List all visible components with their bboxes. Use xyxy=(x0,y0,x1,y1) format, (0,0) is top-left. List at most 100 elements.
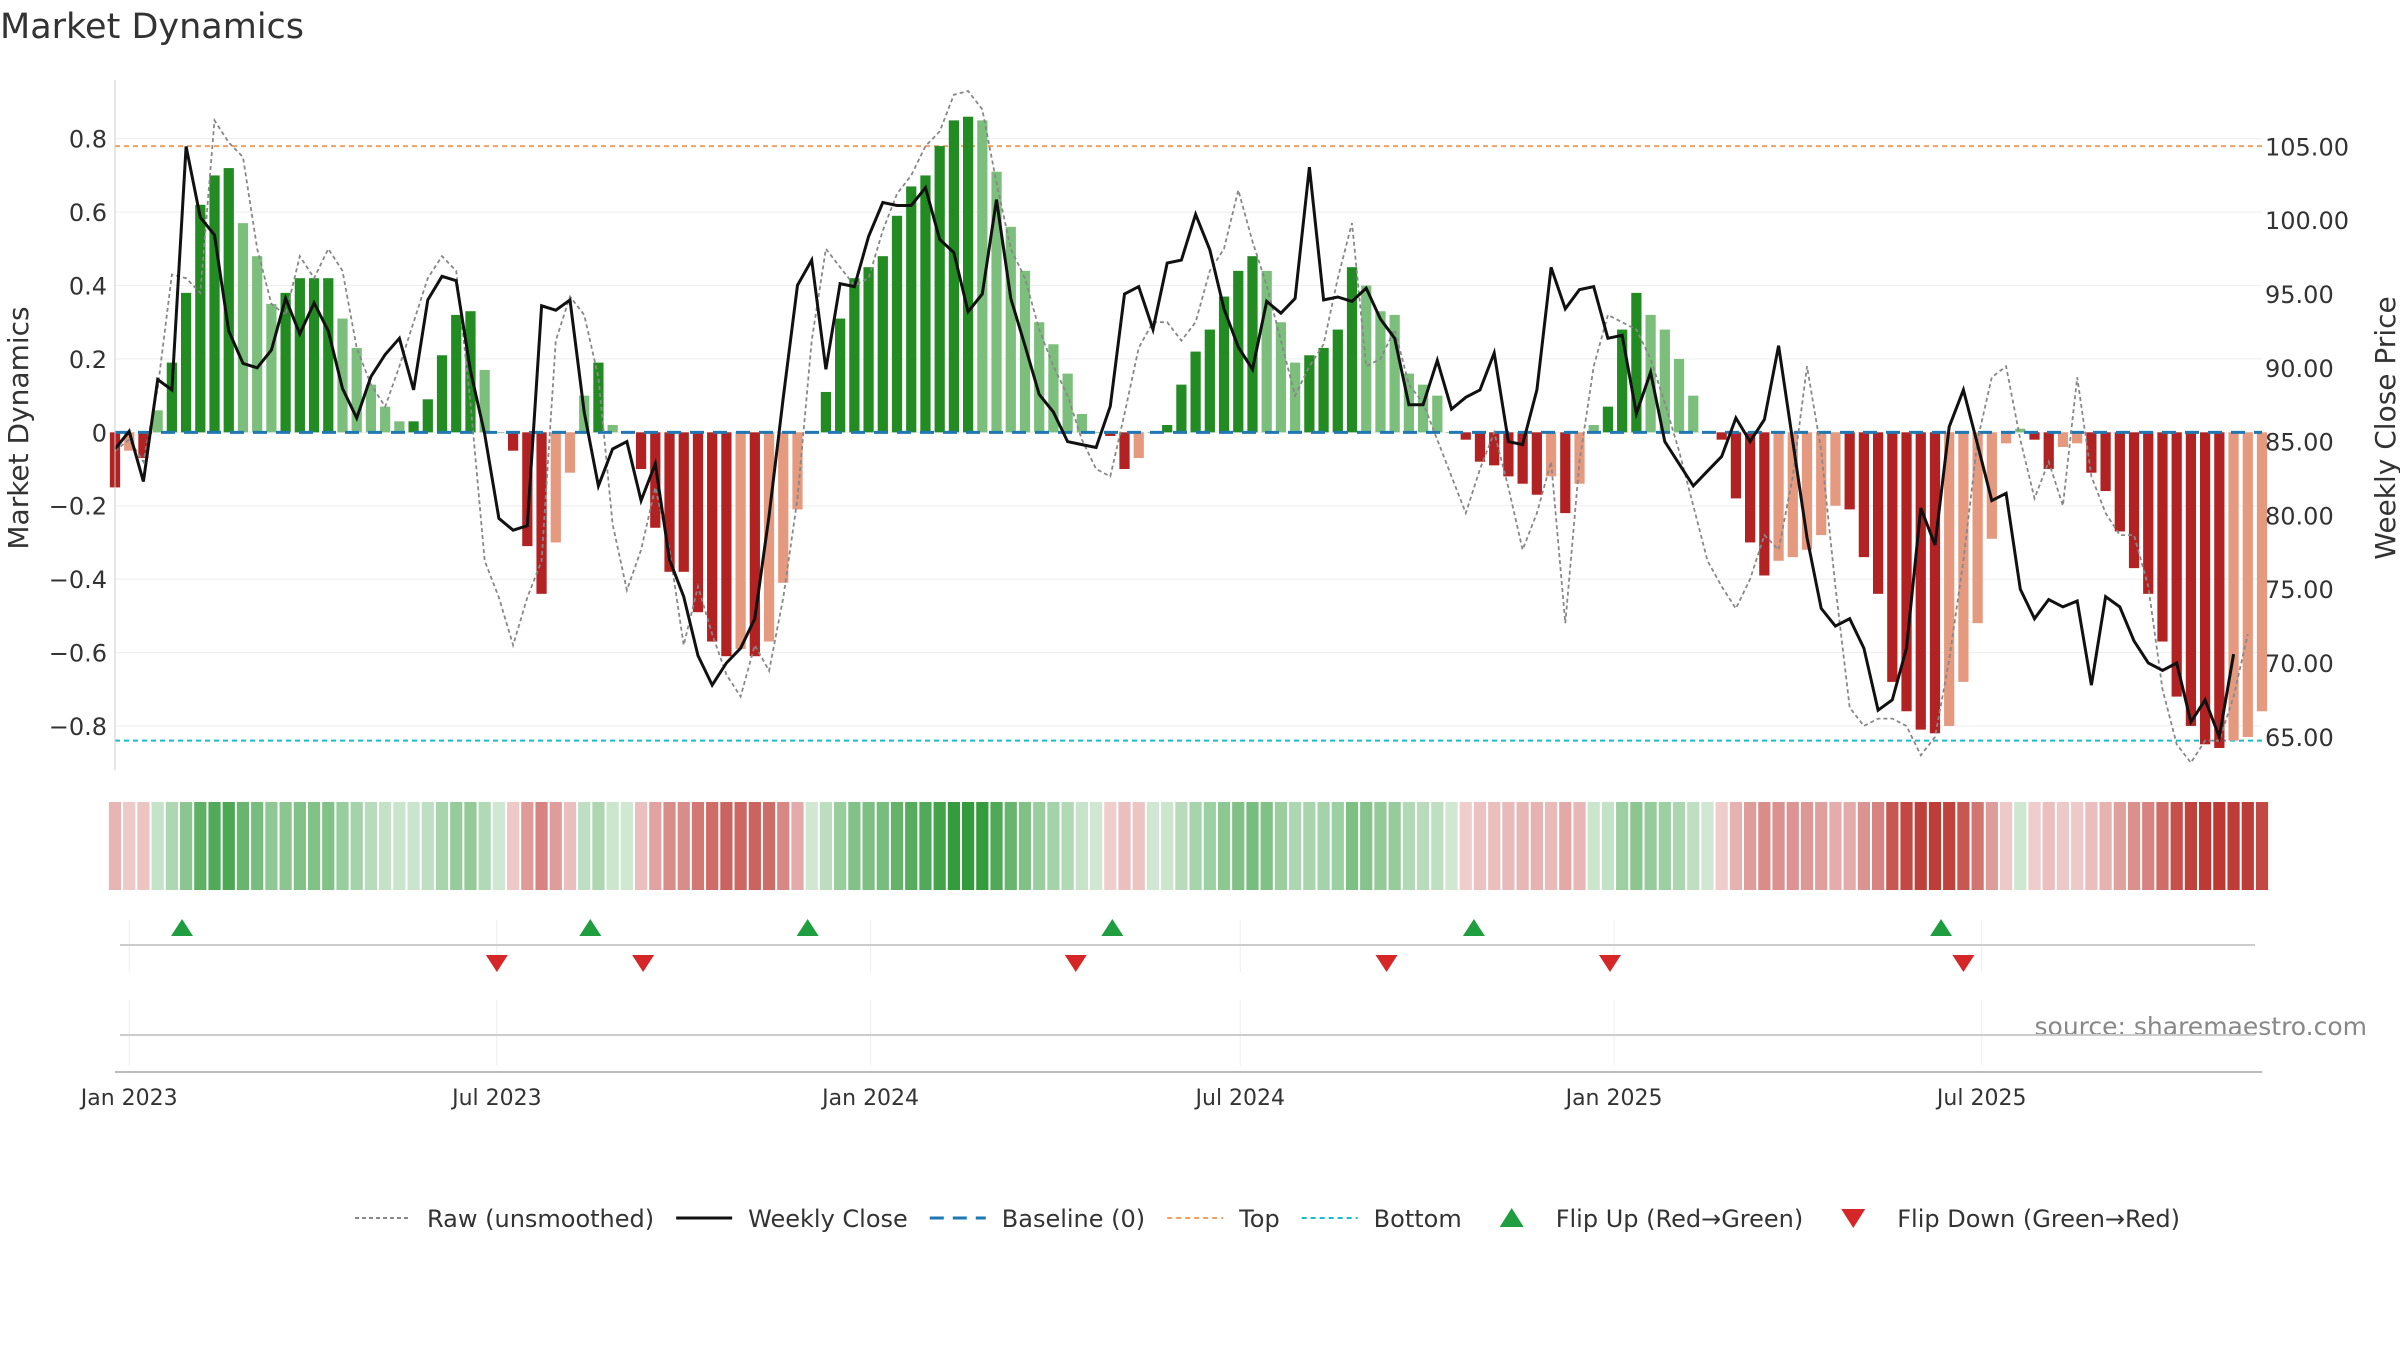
dynamics-bar xyxy=(1830,432,1841,506)
bars-layer xyxy=(109,116,2268,748)
regime-cell xyxy=(1402,802,1415,890)
regime-cell xyxy=(279,802,292,890)
regime-cell xyxy=(2213,802,2226,890)
dynamics-bar xyxy=(2256,432,2268,712)
regime-cell xyxy=(1928,802,1942,890)
dynamics-bar xyxy=(2086,432,2097,473)
dynamics-bar xyxy=(820,391,832,433)
dynamics-bar xyxy=(1688,395,1699,433)
weekly-close-line xyxy=(113,146,2236,743)
dynamics-bar xyxy=(223,168,234,433)
dynamics-bar xyxy=(1730,432,1742,499)
dynamics-bar xyxy=(920,175,931,433)
dynamics-bar xyxy=(1716,432,1727,440)
regime-cell xyxy=(507,802,520,890)
regime-cell xyxy=(1260,802,1273,890)
dynamics-bar xyxy=(1673,358,1685,433)
dynamics-bar xyxy=(2128,432,2140,569)
flip-up-marker xyxy=(1462,919,1485,936)
legend: Raw (unsmoothed) Weekly Close Baseline (0)… xyxy=(355,1205,2180,1233)
dynamics-bar xyxy=(593,362,604,433)
regime-cell xyxy=(1985,802,1998,890)
dynamics-bar xyxy=(1972,432,1983,624)
regime-cell xyxy=(535,802,548,890)
dynamics-bar xyxy=(1531,432,1542,495)
dynamics-bar xyxy=(1432,395,1443,433)
regime-cell xyxy=(464,802,477,890)
dynamics-bar xyxy=(778,432,789,583)
regime-cell xyxy=(834,802,847,890)
dynamics-bar xyxy=(1816,432,1827,536)
dynamics-bar xyxy=(365,384,377,433)
regime-cell xyxy=(606,802,619,890)
regime-cell xyxy=(1658,802,1671,890)
regime-cell xyxy=(450,802,463,890)
y-tick-label-right: 65.00 xyxy=(2265,724,2334,752)
regime-cell xyxy=(2056,802,2070,890)
regime-cell xyxy=(706,802,719,890)
dynamics-bar xyxy=(180,292,192,433)
regime-cell xyxy=(2199,802,2212,890)
dynamics-bar xyxy=(707,432,718,642)
dynamics-bar xyxy=(550,432,561,543)
regime-cell xyxy=(549,802,562,890)
dynamics-bar xyxy=(1617,329,1628,433)
regime-cell xyxy=(521,802,534,890)
legend-label: Raw (unsmoothed) xyxy=(427,1205,654,1233)
regime-cell xyxy=(592,802,605,890)
y-tick-label-left: 0.4 xyxy=(69,273,107,301)
y-tick-label-left: 0 xyxy=(92,419,107,447)
regime-cell xyxy=(1914,802,1927,890)
regime-cell xyxy=(1999,802,2013,890)
regime-cell xyxy=(620,802,633,890)
regime-cell xyxy=(1274,802,1288,890)
dynamics-bar xyxy=(2171,432,2182,697)
y-tick-label-right: 80.00 xyxy=(2265,502,2334,530)
regime-cell xyxy=(2099,802,2112,890)
dynamics-bar xyxy=(2114,432,2125,532)
regime-cell xyxy=(1715,802,1728,890)
dynamics-bar xyxy=(1659,329,1670,433)
regime-cell xyxy=(2042,802,2055,890)
dynamics-bar xyxy=(891,215,903,433)
regime-cell xyxy=(2028,802,2041,890)
dynamics-bar xyxy=(1503,432,1514,477)
regime-cell xyxy=(762,802,776,890)
regime-cell xyxy=(634,802,648,890)
dynamics-bar xyxy=(1872,432,1884,594)
dynamics-bar xyxy=(948,120,960,433)
regime-cell xyxy=(962,802,975,890)
regime-cell xyxy=(2241,802,2254,890)
dynamics-bar xyxy=(1773,432,1784,561)
regime-cell xyxy=(1061,802,1074,890)
dynamics-bar xyxy=(1887,432,1898,682)
regime-strip xyxy=(108,802,2269,890)
regime-cell xyxy=(1132,802,1145,890)
dynamics-bar xyxy=(138,432,149,459)
regime-cell xyxy=(322,802,335,890)
raw-line xyxy=(114,89,2249,765)
regime-cell xyxy=(1900,802,1913,890)
regime-cell xyxy=(819,802,833,890)
legend-label: Baseline (0) xyxy=(1002,1205,1145,1233)
legend-item-close: Weekly Close xyxy=(676,1205,908,1233)
flip-down-marker xyxy=(1064,955,1087,972)
dynamics-bar xyxy=(1361,285,1372,433)
legend-label: Top xyxy=(1238,1205,1280,1233)
regime-cell xyxy=(350,802,363,890)
regime-cell xyxy=(691,802,705,890)
dynamics-bar xyxy=(1176,384,1187,433)
dynamics-bar xyxy=(1929,432,1941,734)
regime-cell xyxy=(1416,802,1430,890)
regime-cell xyxy=(1644,802,1657,890)
regime-cell xyxy=(251,802,264,890)
legend-swatch xyxy=(1499,1208,1524,1227)
dynamics-bar xyxy=(1844,432,1855,510)
regime-cell xyxy=(1004,802,1017,890)
dynamics-bar xyxy=(1375,311,1386,433)
regime-cell xyxy=(1772,802,1785,890)
legend-item-raw: Raw (unsmoothed) xyxy=(355,1205,654,1233)
dynamics-bar xyxy=(1204,329,1215,433)
regime-cell xyxy=(435,802,449,890)
